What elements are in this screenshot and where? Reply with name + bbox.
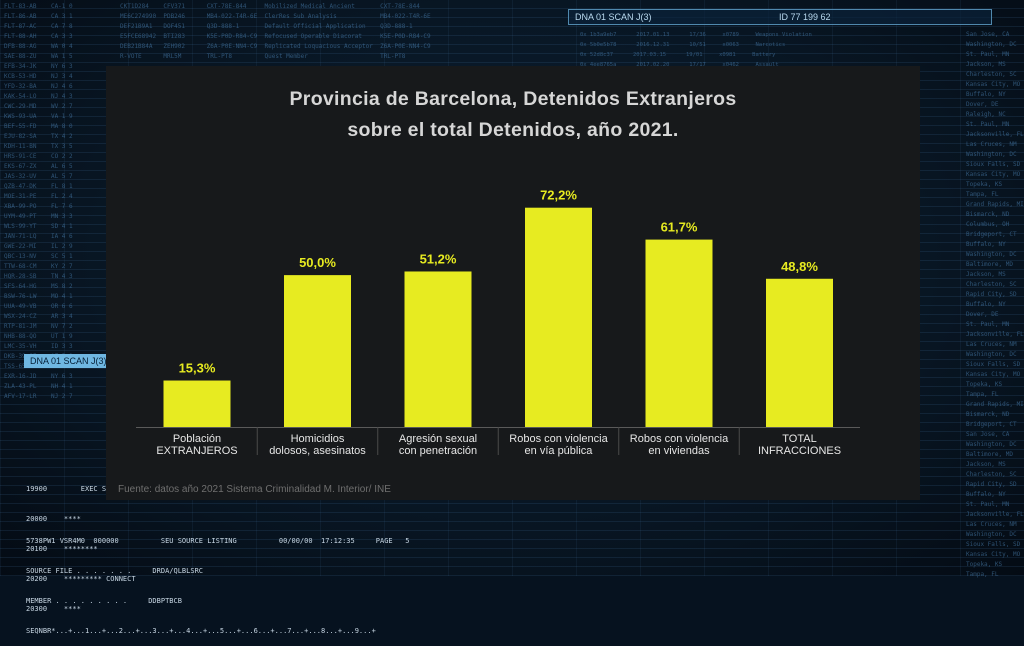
category-label: EXTRANJEROS [156, 445, 237, 457]
scan-id-label: ID 77 199 62 [779, 12, 831, 22]
exec-line: 20100 ******** [26, 545, 98, 553]
category-label: INFRACCIONES [758, 445, 841, 457]
bar-value-label: 48,8% [781, 259, 818, 274]
listing-line: SEQNBR*...+...1...+...2...+...3...+...4.… [26, 627, 376, 635]
background-cities-column: San Jose, CA Washington, DC St. Paul, MN… [966, 31, 1024, 578]
category-label: Agresión sexual [399, 433, 477, 445]
category-label: Población [173, 433, 221, 445]
bar [766, 278, 833, 427]
category-label: con penetración [399, 445, 477, 457]
listing-line: MEMBER . . . . . . . . . DDBPTBCB [26, 597, 182, 605]
category-label: TOTAL [782, 433, 816, 445]
source-listing: 5738PW1 VSR4M0 000000 SEU SOURCE LISTING… [26, 516, 410, 646]
category-label: en viviendas [648, 445, 710, 457]
bar [404, 271, 472, 427]
scan-header-label: DNA 01 SCAN J(3) [575, 12, 652, 22]
bar [645, 239, 713, 427]
bar-value-label: 50,0% [299, 255, 336, 270]
bar [284, 275, 351, 427]
category-label: Robos con violencia [630, 433, 729, 445]
bar-value-label: 15,3% [179, 361, 216, 376]
bar [525, 207, 592, 427]
background-data-column-left: FLT-83-AB CA-1 0 FLT-86-AB CA 3 1 FLT-87… [4, 3, 73, 400]
bar-value-label: 72,2% [540, 188, 577, 203]
chart-source-note: Fuente: datos año 2021 Sistema Criminali… [118, 484, 391, 495]
category-label: Homicidios [291, 433, 345, 445]
listing-line: 5738PW1 VSR4M0 000000 SEU SOURCE LISTING… [26, 537, 410, 545]
category-label: en vía pública [525, 445, 594, 457]
background-data-column-center: CKT1D284 CFV371 CXT-78E-844 Mobilized Me… [120, 3, 431, 60]
chart-panel: Provincia de Barcelona, Detenidos Extran… [106, 66, 920, 500]
bar [163, 380, 231, 427]
category-label: Robos con violencia [509, 433, 608, 445]
exec-line: 20000 **** [26, 515, 81, 523]
chart-title-line-2: sobre el total Detenidos, año 2021. [347, 119, 679, 141]
bar-value-label: 51,2% [420, 251, 457, 266]
listing-line: SOURCE FILE . . . . . . . DRDA/QLBLSRC [26, 567, 204, 575]
chart-title-line-1: Provincia de Barcelona, Detenidos Extran… [289, 88, 737, 110]
scan-tag-left: DNA 01 SCAN J(3) [24, 354, 113, 368]
bar-value-label: 61,7% [661, 220, 698, 235]
category-label: dolosos, asesinatos [269, 445, 366, 457]
scan-header-bar: DNA 01 SCAN J(3) ID 77 199 62 [568, 9, 992, 25]
